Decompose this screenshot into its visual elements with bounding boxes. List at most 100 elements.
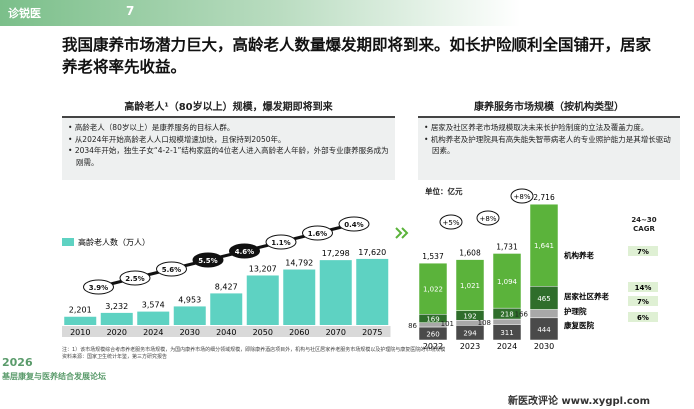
x-tick-label: 2050 (253, 328, 273, 337)
left-bullets: 高龄老人（80岁以上）是康养服务的目标人群。 从2024年开始高龄老人人口规模增… (62, 118, 395, 180)
segment-label: 1,022 (423, 286, 443, 294)
cagr-box (628, 282, 658, 292)
growth-badge (510, 188, 534, 204)
decoration (395, 227, 409, 239)
bullet: 2034年开始，独生子女“4-2-1”结构家庭的4位老人进入高龄老人年龄，外部专… (68, 145, 389, 168)
segment-label: 218 (500, 311, 513, 319)
growth-label: +8% (514, 193, 531, 201)
growth-badge (192, 252, 224, 268)
top-bar (0, 0, 694, 26)
growth-label: 5.5% (198, 257, 217, 265)
bullet: 居家及社区养老市场规模取决未来长护险制度的立法及覆盖力度。 (424, 122, 674, 134)
segment-label: 192 (463, 312, 476, 320)
x-tick-label: 2030 (180, 328, 200, 337)
segment-label: 101 (441, 320, 454, 328)
legend-label: 康复医院 (564, 320, 594, 330)
axis-band (62, 326, 391, 337)
growth-label: 2.5% (125, 275, 144, 283)
segment-label: 1,641 (534, 242, 554, 250)
footnote: 注：1）该市场规模综合考虑养老服务市场规模，为国内康养市场的细分领域规模，即除康… (62, 347, 562, 361)
bullet: 从2024年开始高龄老人人口规模增速加快，且保持到2050年。 (68, 134, 389, 146)
x-tick-label: 2010 (70, 328, 90, 337)
x-tick-label: 2022 (423, 342, 443, 351)
value-label: 17,298 (322, 249, 350, 258)
value-label: 3,574 (142, 301, 165, 310)
growth-badge (476, 210, 500, 226)
bar-segment (418, 262, 448, 315)
event-name: 基层康复与医养结合发展论坛 (2, 372, 106, 381)
x-tick-label: 2070 (326, 328, 346, 337)
legend-label: 护理院 (564, 306, 587, 316)
segment-label: 294 (463, 330, 477, 338)
logo: 诊锐医 (8, 7, 41, 20)
segment-label: 444 (537, 326, 551, 334)
x-tick-label: 2075 (362, 328, 382, 337)
legend-label: 高龄老人数（万人） (78, 237, 150, 247)
bar (210, 293, 243, 325)
note: 注：1）该市场规模综合考虑养老服务市场规模，为国内康养市场的细分领域规模，即除康… (62, 347, 446, 353)
page-number: 7 (126, 4, 135, 18)
segment-label: 260 (426, 331, 439, 339)
bar (173, 306, 206, 325)
growth-label: 1.6% (308, 230, 327, 238)
legend-label: 居家社区养老 (564, 291, 609, 301)
value-label: 14,792 (285, 259, 313, 268)
bar (246, 275, 279, 325)
cagr-box (628, 246, 658, 256)
left-heading: 高龄老人¹（80岁以上）规模，爆发期即将到来 (62, 98, 395, 118)
cagr-value: 14% (635, 284, 652, 292)
right-heading: 康养服务市场规模（按机构类型） (418, 98, 680, 118)
segment-label: 465 (537, 295, 550, 303)
growth-label: +5% (443, 219, 460, 227)
segment-label: 169 (426, 315, 439, 323)
x-tick-label: 2040 (216, 328, 236, 337)
x-tick-label: 2023 (460, 342, 480, 351)
value-label: 13,207 (249, 264, 277, 273)
bar-segment (492, 318, 522, 325)
bar-segment (529, 309, 559, 319)
segment-label: 1,094 (497, 278, 518, 286)
total-label: 1,537 (422, 252, 444, 261)
growth-badge (119, 270, 151, 286)
total-label: 1,731 (496, 242, 518, 251)
growth-label: 5.6% (162, 266, 181, 274)
bar (283, 269, 316, 325)
segment-label: 311 (500, 329, 513, 337)
bar (64, 316, 97, 325)
value-label: 2,201 (69, 306, 92, 315)
x-tick-label: 2060 (289, 328, 309, 337)
value-label: 4,953 (178, 295, 201, 304)
segment-label: 166 (515, 311, 529, 319)
arrow (395, 227, 409, 239)
unit-label: 单位：亿元 (425, 187, 463, 196)
growth-badge (338, 216, 370, 232)
bar (356, 258, 389, 325)
cagr-header: 24~30 CAGR (631, 216, 657, 233)
right-bullets: 居家及社区养老市场规模取决未来长护险制度的立法及覆盖力度。 机构养老及护理院具有… (418, 118, 680, 180)
growth-badge (302, 225, 333, 241)
growth-label: 0.4% (344, 221, 363, 229)
value-label: 17,620 (358, 248, 386, 257)
legend-label: 机构养老 (564, 250, 594, 260)
growth-badge (83, 279, 114, 295)
growth-label: 1.1% (271, 239, 290, 247)
bar (100, 312, 133, 325)
cagr-box (628, 312, 658, 322)
bullet: 高龄老人（80岁以上）是康养服务的目标人群。 (68, 122, 389, 134)
value-label: 3,232 (105, 302, 128, 311)
cagr-value: 6% (637, 314, 649, 322)
cagr-value: 7% (637, 298, 649, 306)
segment-label: 1,021 (460, 282, 480, 290)
watermark: 新医改评论 www.xygpl.com (508, 396, 651, 407)
growth-badge (229, 243, 260, 259)
growth-badge (265, 234, 297, 250)
bar (137, 311, 170, 325)
segment-label: 108 (478, 319, 491, 327)
legend-swatch (62, 238, 74, 246)
source: 资料来源：国家卫生统计年鉴，第三方研究报告 (62, 354, 168, 360)
bar (319, 260, 352, 325)
x-tick-label: 2024 (143, 328, 163, 337)
bar-segment (455, 259, 485, 311)
